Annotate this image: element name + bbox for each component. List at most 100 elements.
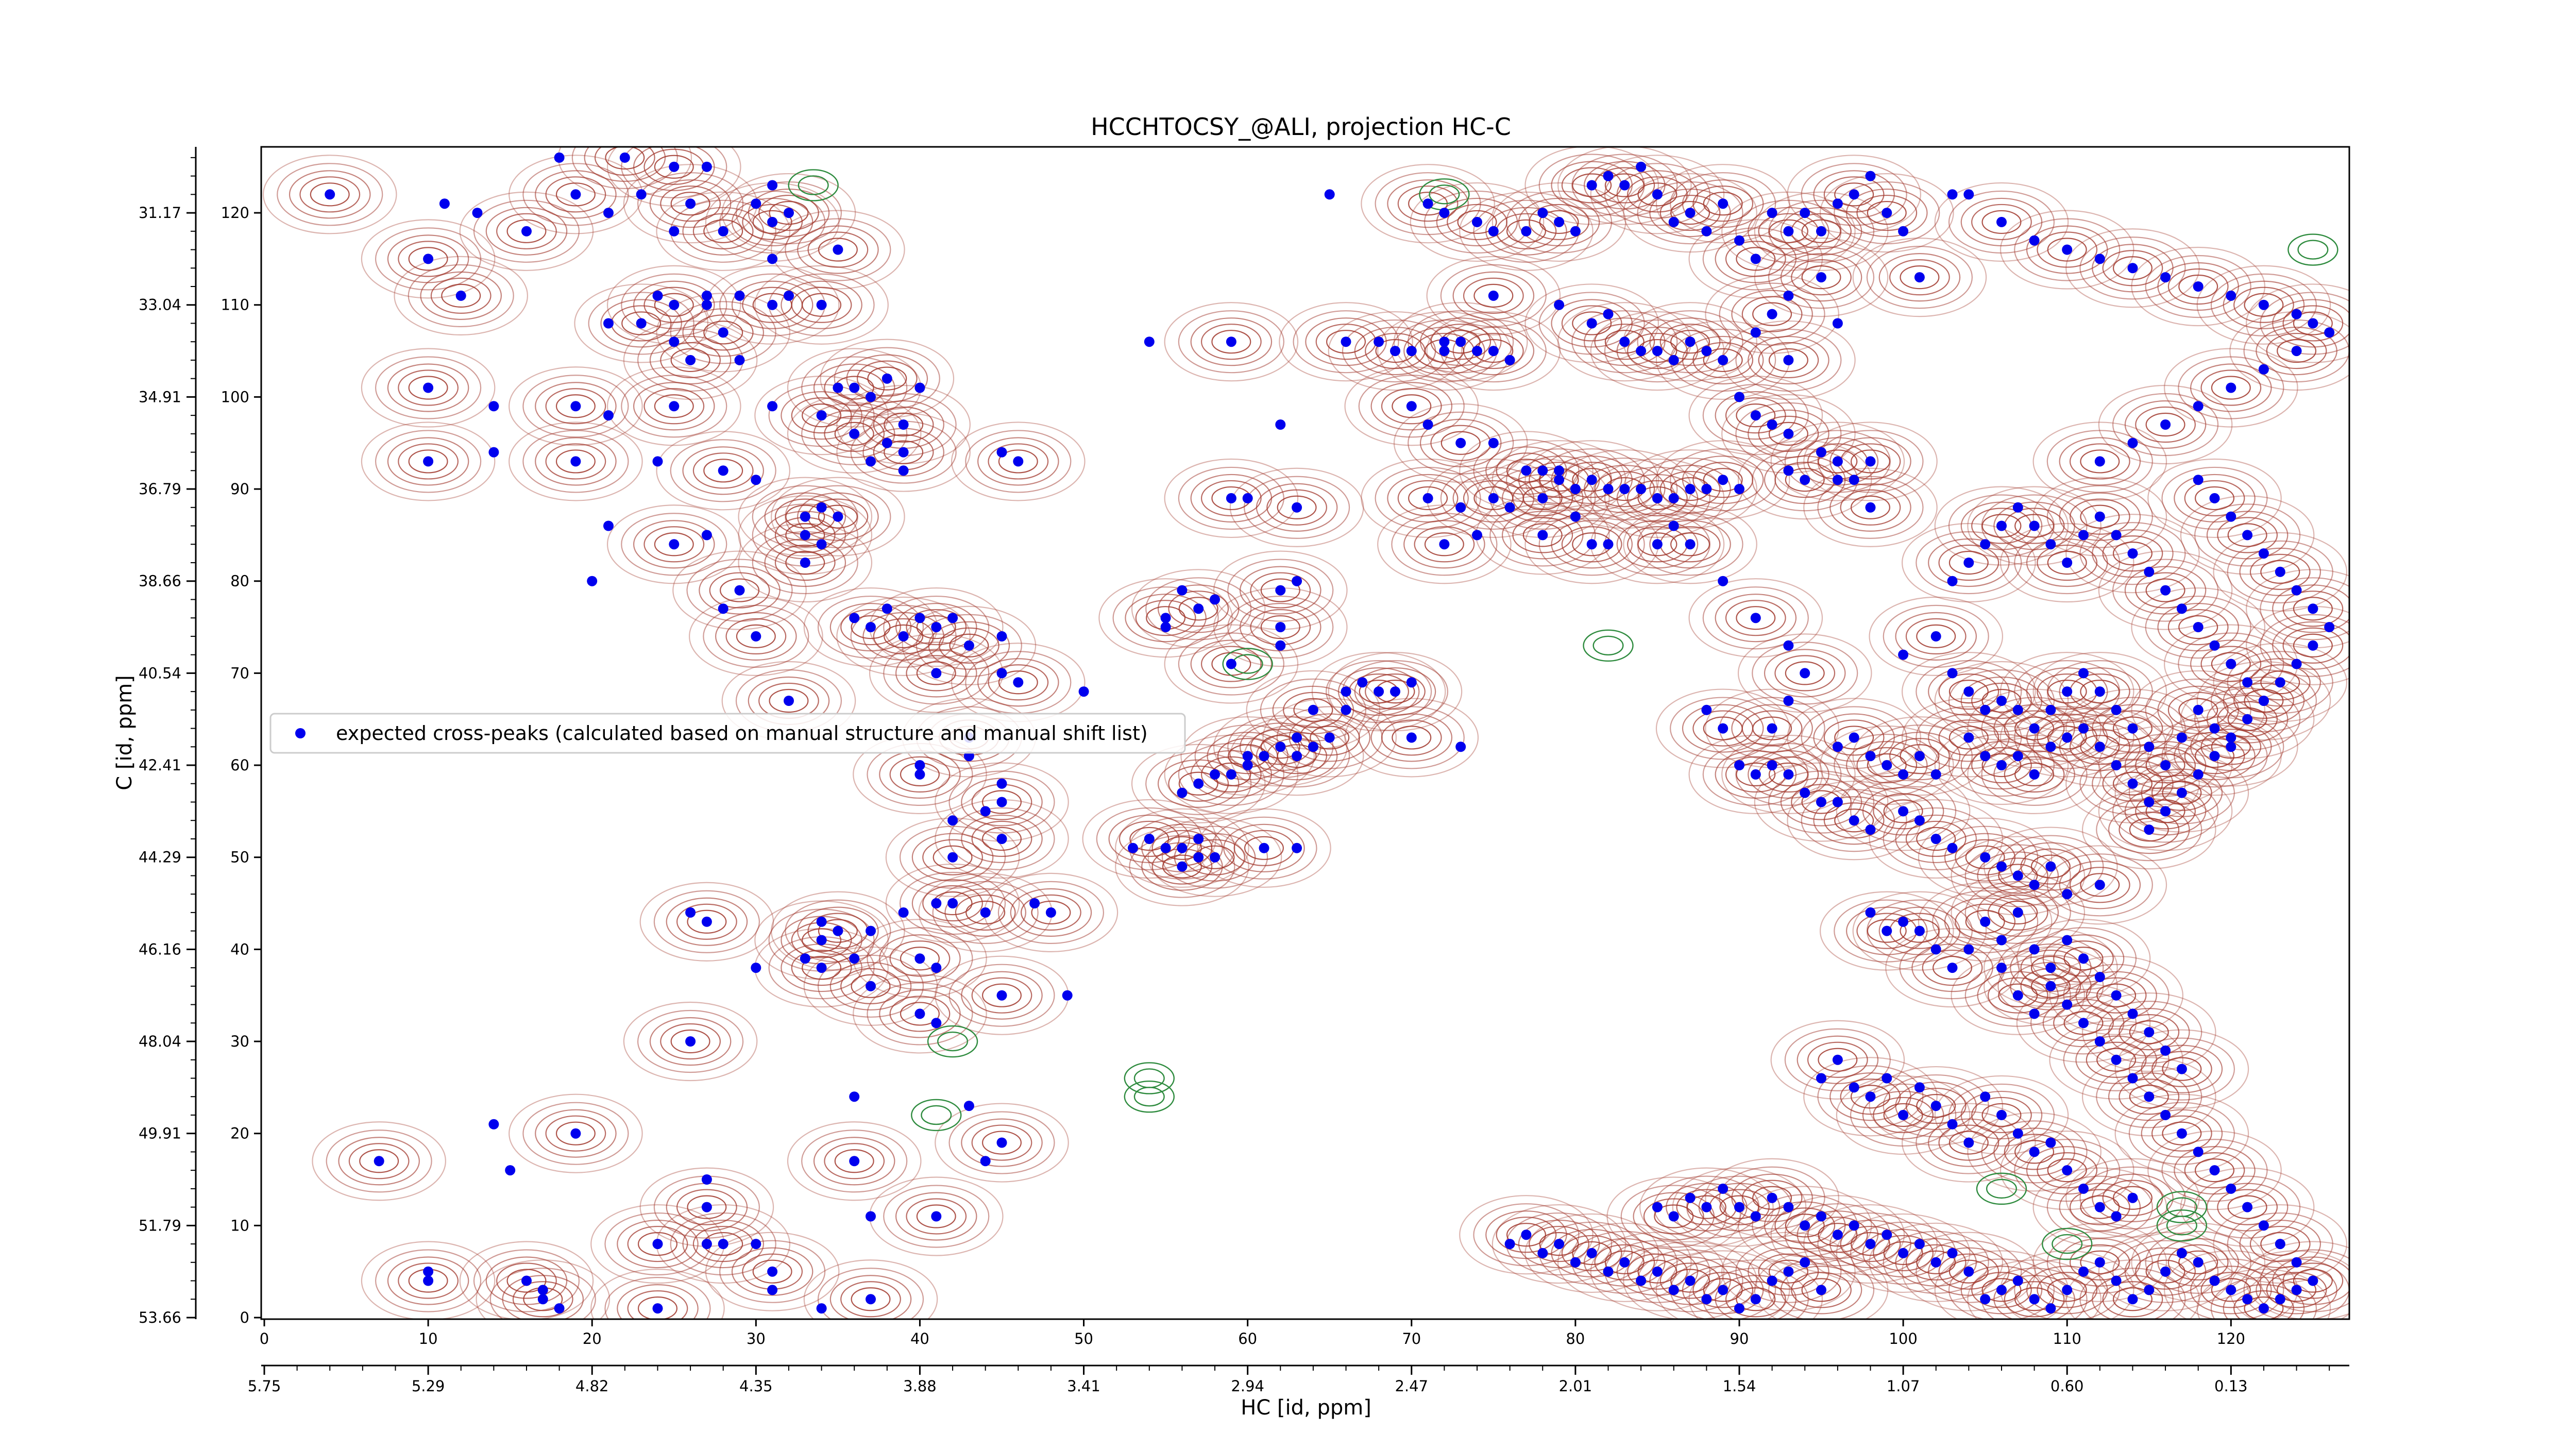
cross-peak-marker bbox=[1439, 336, 1450, 347]
cross-peak-marker bbox=[1242, 760, 1253, 770]
cross-peak-marker bbox=[1750, 327, 1761, 338]
cross-peak-marker bbox=[2176, 1248, 2187, 1258]
contour-group bbox=[509, 155, 643, 234]
cross-peak-marker bbox=[2160, 1045, 2171, 1056]
cross-peak-marker bbox=[669, 539, 680, 550]
x-ppm-tick-label: 3.88 bbox=[903, 1377, 937, 1395]
cross-peak-marker bbox=[1537, 493, 1548, 503]
y-ppm-tick-label: 53.66 bbox=[139, 1309, 181, 1326]
cross-peak-marker bbox=[1586, 180, 1597, 191]
cross-peak-marker bbox=[1275, 585, 1286, 596]
cross-peak-marker bbox=[1963, 1137, 1974, 1148]
y-axis-label: C [id, ppm] bbox=[113, 675, 137, 790]
contour-group bbox=[1197, 808, 1331, 888]
contour-group bbox=[262, 155, 397, 234]
contour-group bbox=[771, 477, 905, 557]
cross-peak-marker bbox=[537, 1285, 548, 1295]
contour-group bbox=[656, 293, 791, 373]
cross-peak-marker bbox=[685, 355, 696, 365]
cross-peak-marker bbox=[1308, 704, 1318, 715]
cross-peak-marker bbox=[1898, 769, 1909, 780]
cross-peak-marker bbox=[1865, 171, 1876, 181]
cross-peak-marker bbox=[1128, 843, 1138, 853]
cross-peak-marker bbox=[2291, 1257, 2302, 1268]
cross-peak-marker bbox=[1537, 465, 1548, 476]
contour-group bbox=[361, 422, 496, 501]
cross-peak-marker bbox=[1521, 226, 1532, 237]
x-index-tick-label: 120 bbox=[2217, 1330, 2245, 1347]
cross-peak-marker bbox=[1832, 475, 1843, 485]
contour-group bbox=[1164, 302, 1299, 382]
contour-group bbox=[935, 1103, 1069, 1183]
contour-group bbox=[1803, 467, 1938, 547]
cross-peak-marker bbox=[2094, 742, 2105, 752]
cross-peak-marker bbox=[800, 953, 810, 964]
cross-peak-marker bbox=[1816, 1211, 1826, 1222]
cross-peak-marker bbox=[1816, 797, 1826, 807]
cross-peak-marker bbox=[1996, 1109, 2007, 1120]
cross-peak-marker bbox=[2209, 640, 2220, 651]
cross-peak-marker bbox=[1718, 1285, 1728, 1295]
cross-peak-marker bbox=[1767, 1275, 1777, 1286]
cross-peak-marker bbox=[1783, 226, 1794, 237]
y-ppm-tick-label: 42.41 bbox=[139, 756, 181, 774]
cross-peak-marker bbox=[455, 290, 466, 301]
contour-group bbox=[2049, 955, 2183, 1035]
y-index-tick-label: 90 bbox=[230, 480, 249, 498]
contour-group bbox=[361, 219, 496, 299]
cross-peak-marker bbox=[1882, 1073, 1892, 1084]
y-index-tick-label: 70 bbox=[230, 664, 249, 682]
cross-peak-marker bbox=[1898, 1248, 1909, 1258]
cross-peak-marker bbox=[2062, 1165, 2073, 1176]
cross-peak-marker bbox=[488, 1119, 499, 1130]
cross-peak-marker bbox=[2127, 263, 2138, 274]
contour-group bbox=[1869, 596, 2004, 677]
y-ppm-tick-label: 51.79 bbox=[139, 1217, 181, 1234]
cross-peak-marker bbox=[1488, 493, 1499, 503]
cross-peak-marker bbox=[734, 585, 745, 596]
cross-peak-marker bbox=[1783, 465, 1794, 476]
cross-peak-marker bbox=[1767, 1192, 1777, 1203]
cross-peak-marker bbox=[1357, 677, 1368, 688]
contour-group bbox=[2081, 789, 2216, 870]
cross-peak-marker bbox=[2012, 870, 2023, 881]
contour-group bbox=[2180, 1167, 2315, 1247]
contour-group bbox=[2131, 1222, 2266, 1302]
contour-group bbox=[1918, 817, 2053, 897]
cross-peak-marker bbox=[914, 760, 925, 770]
contour-group bbox=[2196, 265, 2331, 345]
cross-peak-marker bbox=[1472, 346, 1482, 357]
cross-peak-marker bbox=[816, 963, 827, 973]
cross-peak-marker bbox=[1767, 208, 1777, 218]
cross-peak-marker bbox=[1439, 208, 1450, 218]
cross-peak-marker bbox=[1029, 898, 1040, 908]
cross-peak-marker bbox=[963, 1101, 974, 1111]
cross-peak-marker bbox=[898, 447, 909, 458]
contour-group bbox=[509, 1093, 643, 1173]
contour-group bbox=[2065, 228, 2200, 308]
contour-group bbox=[1459, 431, 1594, 511]
cross-peak-marker bbox=[2062, 999, 2073, 1010]
cross-peak-marker bbox=[1308, 742, 1318, 752]
cross-peak-marker bbox=[2258, 696, 2269, 706]
contour-group bbox=[2131, 587, 2266, 667]
y-index-tick-label: 20 bbox=[230, 1125, 249, 1142]
cross-peak-marker bbox=[701, 290, 712, 301]
cross-peak-marker bbox=[1832, 742, 1843, 752]
chart-title: HCCHTOCSY_@ALI, projection HC-C bbox=[1091, 113, 1511, 141]
cross-peak-marker bbox=[1800, 1257, 1810, 1268]
cross-peak-marker bbox=[2144, 566, 2155, 577]
x-ppm-tick-label: 1.07 bbox=[1887, 1377, 1920, 1395]
cross-peak-marker bbox=[1472, 530, 1482, 541]
cross-peak-marker bbox=[1685, 484, 1696, 494]
cross-peak-marker bbox=[2144, 797, 2155, 807]
cross-peak-marker bbox=[1750, 613, 1761, 624]
cross-peak-marker bbox=[439, 198, 450, 209]
cross-peak-marker bbox=[1849, 1082, 1859, 1093]
contour-group bbox=[623, 320, 758, 400]
cross-peak-marker bbox=[521, 226, 532, 237]
legend-marker bbox=[295, 728, 306, 738]
cross-peak-marker bbox=[1570, 511, 1581, 522]
cross-peak-marker bbox=[1275, 419, 1286, 430]
contour-group bbox=[1623, 302, 1757, 382]
